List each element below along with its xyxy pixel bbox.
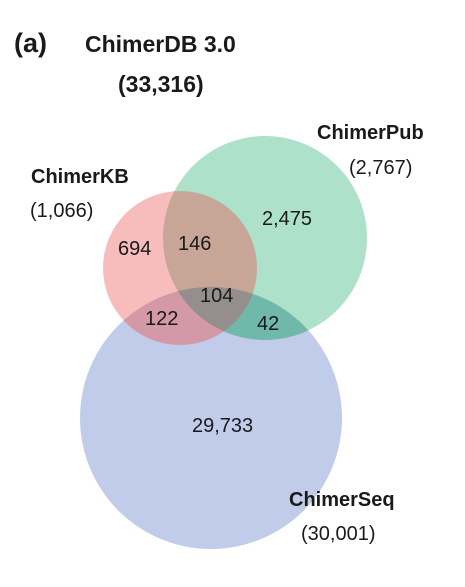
chimerseq-circle — [80, 287, 342, 549]
region-seq-only: 29,733 — [192, 415, 253, 437]
region-pub-only: 2,475 — [262, 208, 312, 230]
chimerseq-label: ChimerSeq — [289, 489, 395, 511]
chimerkb-total: (1,066) — [30, 200, 93, 222]
region-pub-seq: 42 — [257, 313, 279, 335]
kb-pub-overlap — [163, 191, 257, 340]
panel-label: (a) — [14, 28, 47, 58]
title-line-2: (33,316) — [118, 71, 204, 97]
chimerpub-label: ChimerPub — [317, 122, 424, 144]
chimerkb-circle — [103, 191, 257, 345]
chimerpub-total: (2,767) — [349, 157, 412, 179]
region-kb-pub: 146 — [178, 233, 211, 255]
region-kb-only: 694 — [118, 238, 151, 260]
chimerseq-total: (30,001) — [301, 523, 376, 545]
region-all-three: 104 — [200, 285, 233, 307]
region-kb-seq: 122 — [145, 308, 178, 330]
title-line-1: ChimerDB 3.0 — [85, 31, 236, 57]
chimerkb-label: ChimerKB — [31, 166, 129, 188]
